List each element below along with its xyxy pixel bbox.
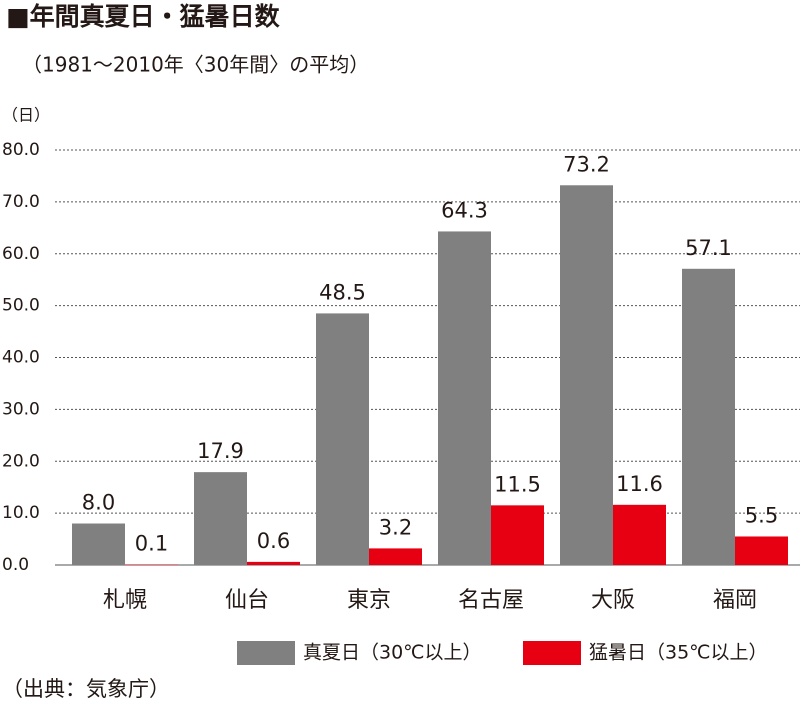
value-label: 64.3 <box>441 198 488 222</box>
bar <box>194 472 247 565</box>
y-tick-label: 20.0 <box>2 451 40 471</box>
bar <box>560 185 613 565</box>
chart-subtitle: （1981～2010年〈30年間〉の平均） <box>22 53 369 77</box>
value-label: 11.6 <box>616 472 663 496</box>
value-label: 17.9 <box>197 439 244 463</box>
legend-label: 猛暑日（35℃以上） <box>589 642 768 664</box>
bar <box>438 231 491 565</box>
x-tick-label: 大阪 <box>591 588 635 613</box>
source: （出典：気象庁） <box>2 677 170 701</box>
y-tick-label: 50.0 <box>2 296 40 316</box>
bar <box>369 548 422 565</box>
value-label: 3.2 <box>379 515 412 539</box>
bar <box>247 561 300 565</box>
bar <box>682 268 735 565</box>
y-unit: （日） <box>2 106 50 125</box>
bar <box>125 564 178 565</box>
legend-label: 真夏日（30℃以上） <box>303 642 482 664</box>
y-tick-label: 70.0 <box>2 192 40 212</box>
value-label: 73.2 <box>563 152 610 176</box>
legend-swatch <box>237 641 295 665</box>
bar <box>316 313 369 565</box>
y-tick-label: 60.0 <box>2 244 40 264</box>
bar <box>72 523 125 565</box>
x-tick-label: 福岡 <box>713 588 757 613</box>
bar <box>735 536 788 565</box>
y-tick-label: 0.0 <box>2 555 29 575</box>
bar <box>613 504 666 565</box>
y-tick-label: 30.0 <box>2 399 40 419</box>
value-label: 8.0 <box>82 491 115 515</box>
value-label: 5.5 <box>745 503 778 527</box>
x-tick-label: 札幌 <box>103 588 147 613</box>
value-label: 0.1 <box>135 531 168 555</box>
y-tick-label: 80.0 <box>2 140 40 160</box>
y-tick-label: 40.0 <box>2 348 40 368</box>
chart-title: ■年間真夏日・猛暑日数 <box>6 2 281 31</box>
x-tick-label: 仙台 <box>225 588 269 613</box>
value-label: 48.5 <box>319 280 366 304</box>
bar <box>491 505 544 565</box>
value-label: 0.6 <box>257 529 290 553</box>
value-label: 57.1 <box>685 236 732 260</box>
value-label: 11.5 <box>494 472 541 496</box>
x-tick-label: 東京 <box>347 588 391 613</box>
x-tick-label: 名古屋 <box>458 588 524 613</box>
legend-swatch <box>523 641 581 665</box>
y-tick-label: 10.0 <box>2 503 40 523</box>
